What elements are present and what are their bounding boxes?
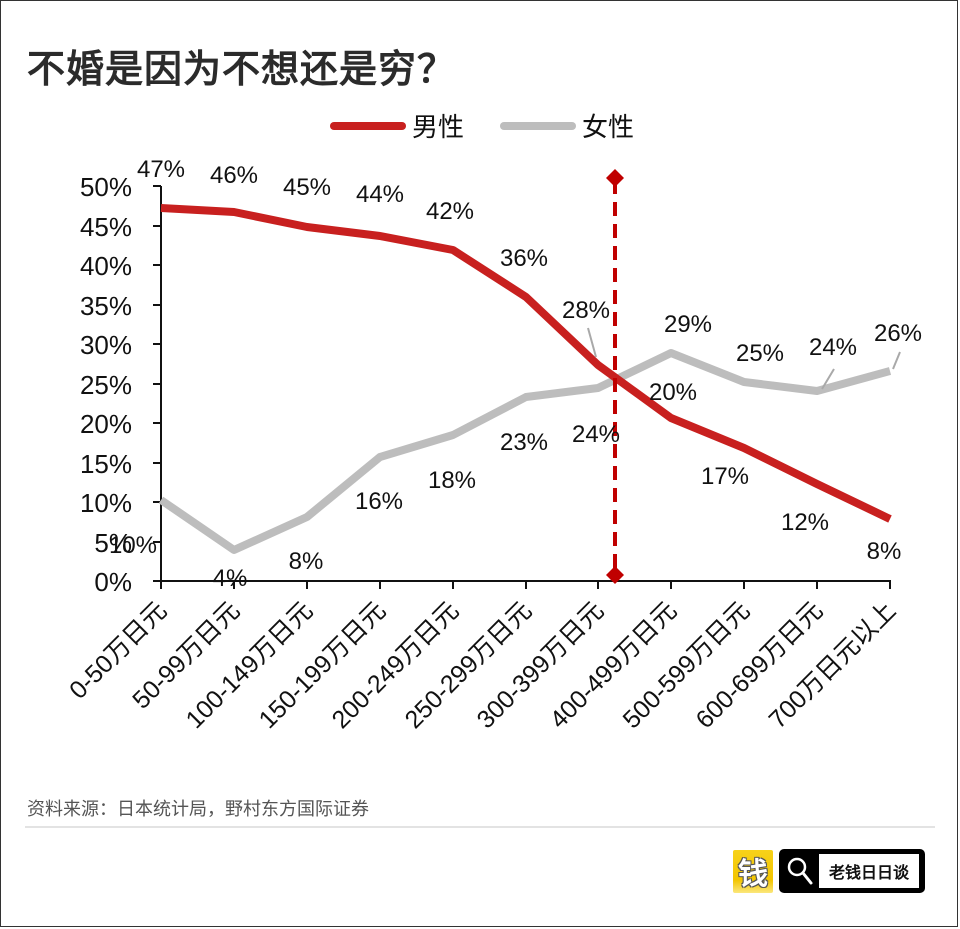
x-tick-label: 400-499万日元 (545, 596, 683, 734)
legend-item-male[interactable]: 男性 (330, 113, 464, 143)
legend-item-female[interactable]: 女性 (500, 113, 634, 143)
data-label: 17% (701, 463, 749, 490)
legend-label-female: 女性 (582, 113, 634, 143)
data-label: 16% (355, 488, 403, 515)
data-label: 23% (500, 429, 548, 456)
data-label: 36% (500, 245, 548, 272)
y-tick-label: 30% (80, 330, 132, 360)
y-tick-label: 45% (80, 212, 132, 242)
brand-logo: 钱 (733, 849, 773, 893)
data-label: 20% (649, 379, 697, 406)
data-label: 8% (289, 548, 324, 575)
data-label: 24% (809, 334, 857, 361)
x-tick-label: 700万日元以上 (764, 596, 902, 734)
data-label: 12% (781, 509, 829, 536)
data-label: 42% (426, 198, 474, 225)
x-tick-label: 500-599万日元 (618, 596, 756, 734)
male-data-labels: 47% 46% 45% 44% 42% 36% 28% 20% 17% 12% … (137, 156, 901, 565)
y-tick-label: 35% (80, 291, 132, 321)
legend: 男性 女性 (330, 113, 634, 143)
crossover-marker (606, 169, 624, 584)
y-tick-label: 40% (80, 251, 132, 281)
data-label: 47% (137, 156, 185, 183)
x-tick-label: 600-699万日元 (691, 596, 829, 734)
series-line-male (160, 204, 892, 523)
data-label: 29% (664, 311, 712, 338)
divider (25, 826, 935, 828)
label-leader-male (587, 327, 597, 358)
chart-title: 不婚是因为不想还是穷？ (27, 47, 457, 91)
y-tick-label: 5% (94, 528, 132, 558)
data-label: 25% (736, 340, 784, 367)
source-note: 资料来源：日本统计局，野村东方国际证券 (27, 799, 369, 820)
legend-label-male: 男性 (412, 113, 464, 143)
y-tick-label: 10% (80, 488, 132, 518)
data-label: 4% (213, 565, 248, 592)
brand-badge[interactable]: 钱 老钱日日谈 (733, 848, 926, 894)
data-label: 44% (356, 181, 404, 208)
brand-search-box[interactable]: 老钱日日谈 (779, 849, 926, 893)
brand-name: 老钱日日谈 (819, 854, 920, 888)
y-tick-label: 0% (94, 567, 132, 597)
label-leaders (821, 351, 901, 390)
data-label: 8% (867, 538, 902, 565)
series-line-female (158, 349, 892, 554)
data-label: 18% (428, 467, 476, 494)
data-label: 46% (210, 162, 258, 189)
data-label: 28% (562, 297, 610, 324)
data-label: 45% (283, 174, 331, 201)
x-tick-label: 150-199万日元 (254, 596, 392, 734)
x-tick-label: 100-149万日元 (181, 596, 319, 734)
x-tick-label: 200-249万日元 (327, 596, 465, 734)
y-tick-label: 25% (80, 370, 132, 400)
x-tick-label: 300-399万日元 (472, 596, 610, 734)
x-tick-label: 250-299万日元 (400, 596, 538, 734)
data-label: 26% (874, 320, 922, 347)
y-tick-label: 15% (80, 449, 132, 479)
data-label: 10% (109, 532, 157, 559)
data-label: 24% (572, 421, 620, 448)
x-axis: 0-50万日元 50-99万日元 100-149万日元 150-199万日元 2… (64, 580, 902, 734)
y-axis: 0% 5% 10% 15% 20% 25% 30% 35% 40% 45% 50… (80, 172, 162, 597)
y-tick-label: 20% (80, 409, 132, 439)
female-data-labels: 10% 4% 8% 16% 18% 23% 24% 29% 25% 24% 26… (109, 311, 922, 592)
y-tick-label: 50% (80, 172, 132, 202)
search-icon (785, 854, 815, 888)
line-chart: 男性 女性 0% 5% 10% 15% 20% 25% 30% 35% (64, 113, 922, 734)
